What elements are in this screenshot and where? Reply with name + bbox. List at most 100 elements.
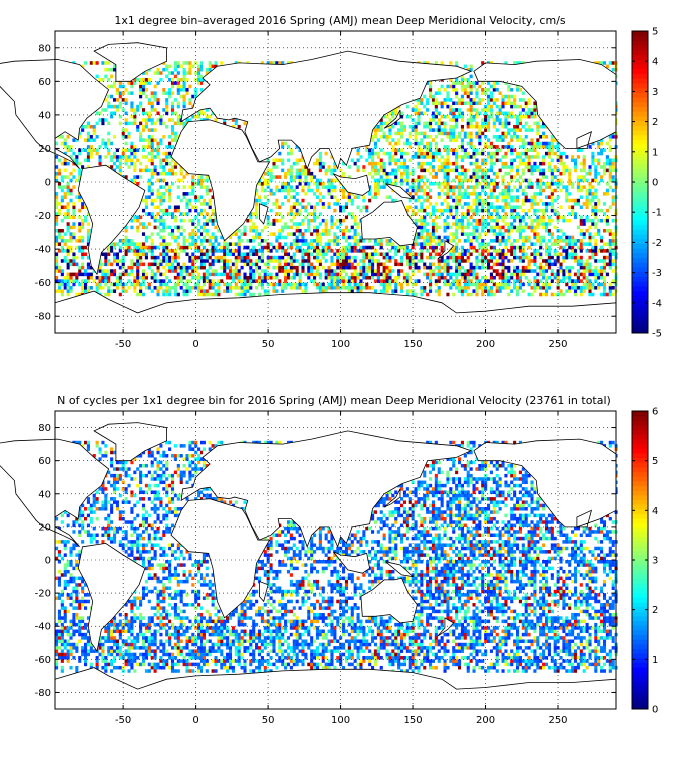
- data-cell: [159, 222, 163, 226]
- data-cell: [588, 232, 592, 236]
- data-cell: [295, 198, 299, 203]
- data-cell: [144, 225, 148, 230]
- data-cell: [86, 165, 90, 169]
- data-cell: [452, 131, 456, 136]
- data-cell: [115, 275, 119, 280]
- data-cell: [382, 255, 386, 260]
- data-cell: [86, 232, 90, 236]
- data-cell: [591, 292, 595, 297]
- data-cell: [118, 282, 122, 287]
- data-cell: [402, 272, 407, 277]
- data-cell: [591, 198, 595, 203]
- data-cell: [133, 289, 137, 293]
- data-cell: [559, 205, 563, 210]
- data-cell: [220, 259, 224, 263]
- data-cell: [342, 249, 346, 253]
- data-cell: [144, 245, 148, 250]
- data-cell: [423, 218, 427, 223]
- data-cell: [397, 158, 401, 163]
- data-cell: [107, 141, 111, 146]
- data-cell: [440, 239, 444, 243]
- data-cell: [289, 205, 293, 210]
- data-cell: [472, 171, 476, 176]
- data-cell: [489, 84, 493, 89]
- data-cell: [550, 138, 554, 142]
- data-cell: [379, 279, 383, 283]
- data-cell: [330, 155, 334, 159]
- data-cell: [417, 252, 421, 257]
- data-cell: [191, 255, 195, 260]
- data-cell: [257, 272, 262, 277]
- data-cell: [81, 202, 85, 206]
- data-cell: [469, 269, 473, 273]
- data-cell: [588, 255, 592, 260]
- data-cell: [55, 205, 59, 210]
- data-cell: [556, 282, 560, 287]
- data-cell: [460, 289, 464, 293]
- data-cell: [292, 272, 296, 277]
- data-cell: [553, 208, 557, 213]
- data-cell: [417, 259, 421, 263]
- data-cell: [452, 239, 456, 243]
- data-cell: [365, 205, 369, 210]
- data-cell: [544, 222, 549, 226]
- data-cell: [57, 235, 61, 240]
- data-cell: [339, 188, 343, 193]
- data-cell: [130, 151, 134, 156]
- data-cell: [182, 262, 186, 267]
- data-cell: [301, 235, 305, 240]
- data-cell: [321, 165, 325, 169]
- data-cell: [400, 269, 404, 273]
- data-cell: [263, 275, 267, 280]
- data-cell: [63, 141, 67, 146]
- data-cell: [362, 195, 366, 199]
- data-cell: [405, 252, 409, 257]
- data-cell: [101, 269, 105, 273]
- data-cell: [185, 269, 189, 273]
- data-cell: [72, 252, 76, 257]
- data-cell: [373, 289, 378, 293]
- data-cell: [579, 232, 583, 236]
- data-cell: [307, 228, 311, 233]
- data-cell: [89, 286, 93, 290]
- data-cell: [539, 168, 543, 173]
- data-cell: [400, 171, 404, 176]
- data-cell: [208, 249, 212, 253]
- data-cell: [275, 259, 279, 263]
- data-cell: [576, 239, 580, 243]
- data-cell: [55, 192, 59, 196]
- data-cell: [162, 225, 166, 230]
- data-cell: [486, 88, 491, 92]
- data-cell: [170, 138, 175, 142]
- data-cell: [170, 84, 175, 89]
- data-cell: [156, 245, 160, 250]
- data-cell: [89, 272, 93, 277]
- data-cell: [376, 155, 380, 159]
- data-cell: [533, 121, 537, 126]
- data-cell: [521, 252, 525, 257]
- data-cell: [156, 178, 160, 183]
- data-cell: [388, 279, 392, 283]
- data-cell: [466, 131, 470, 136]
- data-cell: [495, 185, 499, 189]
- data-cell: [243, 275, 247, 280]
- data-cell: [460, 165, 464, 169]
- data-cell: [342, 275, 346, 280]
- data-cell: [202, 202, 206, 206]
- data-cell: [481, 175, 485, 179]
- data-cell: [486, 185, 491, 189]
- data-cell: [597, 286, 601, 290]
- data-cell: [446, 135, 450, 139]
- data-cell: [78, 235, 82, 240]
- data-cell: [72, 235, 76, 240]
- data-cell: [165, 124, 169, 129]
- data-cell: [112, 135, 117, 139]
- data-cell: [115, 98, 119, 102]
- data-cell: [170, 128, 175, 132]
- data-cell: [550, 182, 554, 186]
- data-cell: [153, 259, 157, 263]
- data-cell: [414, 252, 418, 257]
- data-cell: [605, 272, 609, 277]
- data-cell: [185, 88, 189, 92]
- data-cell: [408, 171, 412, 176]
